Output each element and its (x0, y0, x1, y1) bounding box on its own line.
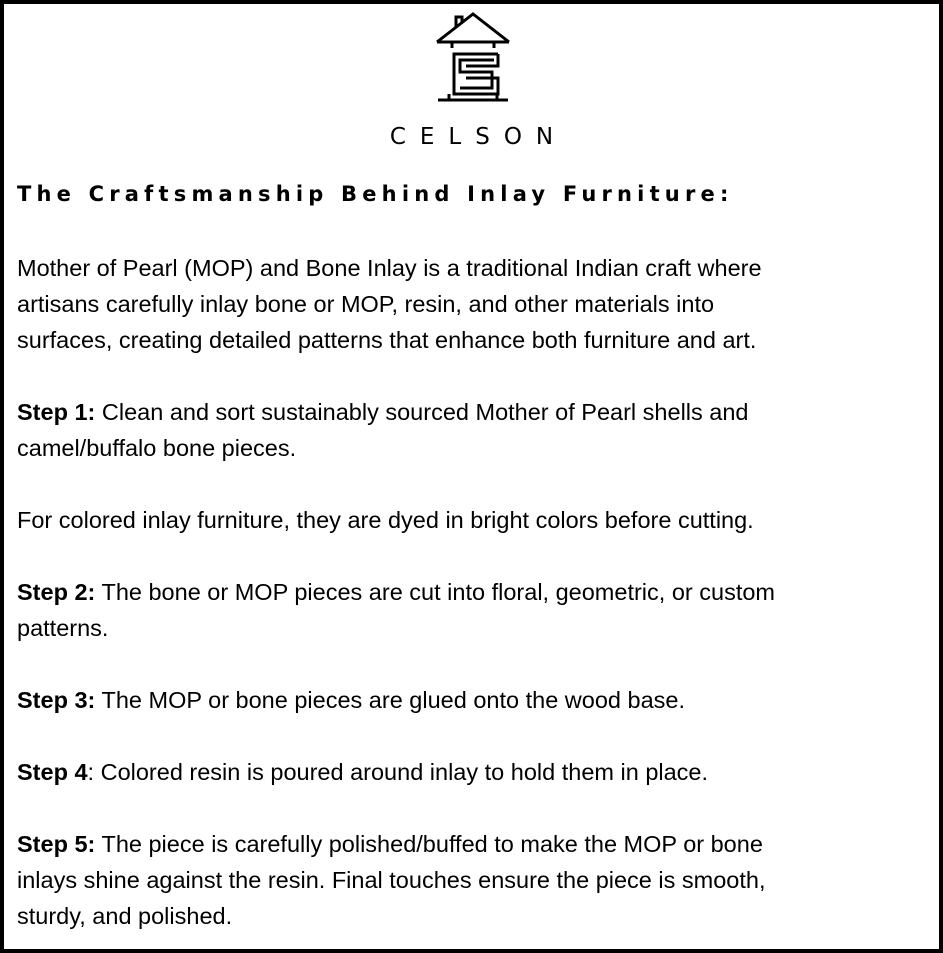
step-text: The piece is carefully polished/buffed t… (95, 831, 763, 857)
step-text: The bone or MOP pieces are cut into flor… (95, 579, 776, 605)
step-label: Step 2: (17, 579, 96, 605)
step-4: Step 4: Colored resin is poured around i… (17, 754, 708, 790)
step-label: Step 4 (17, 759, 88, 785)
house-s-logo-icon (436, 12, 510, 102)
intro-line: artisans carefully inlay bone or MOP, re… (17, 291, 715, 317)
step-text: Clean and sort sustainably sourced Mothe… (95, 399, 749, 425)
step-1: Step 1: Clean and sort sustainably sourc… (17, 394, 749, 466)
step-label: Step 1: (17, 399, 96, 425)
step-label: Step 5: (17, 831, 96, 857)
step-text: sturdy, and polished. (17, 903, 233, 929)
dye-note: For colored inlay furniture, they are dy… (17, 502, 754, 538)
step-colon: : (87, 759, 95, 785)
brand-name: CELSON (389, 124, 568, 150)
intro-paragraph: Mother of Pearl (MOP) and Bone Inlay is … (17, 250, 762, 358)
step-text: Colored resin is poured around inlay to … (94, 759, 709, 785)
step-text: camel/buffalo bone pieces. (17, 435, 297, 461)
step-text: The MOP or bone pieces are glued onto th… (95, 687, 685, 713)
intro-line: surfaces, creating detailed patterns tha… (17, 327, 757, 353)
step-2: Step 2: The bone or MOP pieces are cut i… (17, 574, 775, 646)
step-text: patterns. (17, 615, 109, 641)
note-text: For colored inlay furniture, they are dy… (17, 507, 754, 533)
step-5: Step 5: The piece is carefully polished/… (17, 826, 766, 934)
page-heading: The Craftsmanship Behind Inlay Furniture… (17, 182, 734, 206)
step-text: inlays shine against the resin. Final to… (17, 867, 766, 893)
intro-line: Mother of Pearl (MOP) and Bone Inlay is … (17, 255, 762, 281)
step-3: Step 3: The MOP or bone pieces are glued… (17, 682, 685, 718)
step-label: Step 3: (17, 687, 96, 713)
